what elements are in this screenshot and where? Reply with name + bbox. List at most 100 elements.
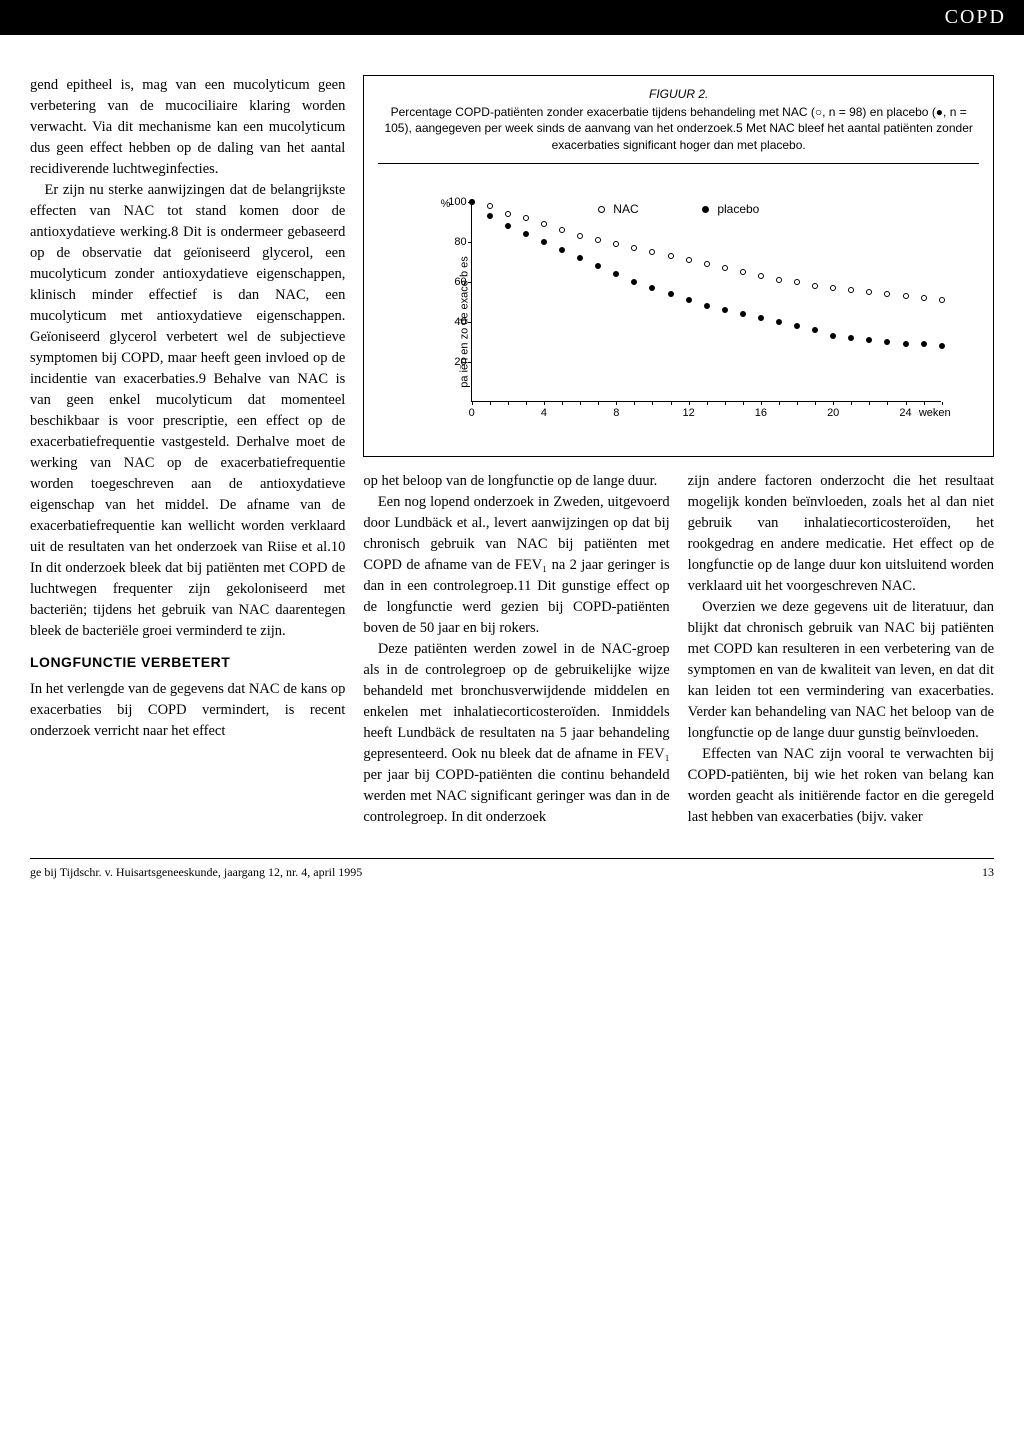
xtick-minor <box>508 402 509 405</box>
column-2: op het beloop van de longfunctie op de l… <box>363 471 669 828</box>
data-point-nac <box>776 277 782 283</box>
page-body: gend epitheel is, mag van een mucolyticu… <box>0 35 1024 900</box>
xtick-minor <box>725 402 726 405</box>
column-1: gend epitheel is, mag van een mucolyticu… <box>30 75 345 828</box>
data-point-nac <box>595 237 601 243</box>
ytick-mark <box>468 242 472 243</box>
xtick-minor <box>652 402 653 405</box>
c3-p2: Overzien we deze gegevens uit de literat… <box>688 597 994 744</box>
xtick-minor <box>887 402 888 405</box>
data-point-placebo <box>830 333 836 339</box>
xtick-minor <box>544 402 545 405</box>
data-point-placebo <box>776 319 782 325</box>
data-point-nac <box>848 287 854 293</box>
footer-journal: ge bij Tijdschr. v. Huisartsgeneeskunde,… <box>30 865 362 880</box>
data-point-placebo <box>595 263 601 269</box>
xtick-minor <box>743 402 744 405</box>
data-point-nac <box>903 293 909 299</box>
data-point-nac <box>487 203 493 209</box>
subhead-longfunctie: LONGFUNCTIE VERBETERT <box>30 652 345 672</box>
xtick-minor <box>779 402 780 405</box>
data-point-nac <box>649 249 655 255</box>
ytick-label: 40 <box>442 316 467 328</box>
xtick-minor <box>942 402 943 405</box>
xtick-label: 20 <box>827 407 839 419</box>
data-point-placebo <box>541 239 547 245</box>
c1-p2: Er zijn nu sterke aanwijzingen dat de be… <box>30 180 345 642</box>
xtick-minor <box>490 402 491 405</box>
data-point-placebo <box>921 341 927 347</box>
right-columns: FIGUUR 2. Percentage COPD-patiënten zond… <box>363 75 994 828</box>
xtick-label: 4 <box>541 407 547 419</box>
c1-p3: In het verlengde van de gegevens dat NAC… <box>30 679 345 742</box>
main-columns: gend epitheel is, mag van een mucolyticu… <box>30 75 994 828</box>
data-point-placebo <box>686 297 692 303</box>
ytick-label: 80 <box>442 236 467 248</box>
data-point-placebo <box>939 343 945 349</box>
data-point-placebo <box>469 199 475 205</box>
xtick-minor <box>815 402 816 405</box>
data-point-nac <box>577 233 583 239</box>
column-3: zijn andere factoren onderzocht die het … <box>688 471 994 828</box>
data-point-nac <box>668 253 674 259</box>
xtick-minor <box>671 402 672 405</box>
xtick-minor <box>707 402 708 405</box>
data-point-placebo <box>559 247 565 253</box>
data-point-placebo <box>903 341 909 347</box>
xtick-minor <box>580 402 581 405</box>
data-point-placebo <box>722 307 728 313</box>
data-point-nac <box>505 211 511 217</box>
xtick-minor <box>616 402 617 405</box>
figure-caption-text: Percentage COPD-patiënten zonder exacerb… <box>384 105 972 151</box>
data-point-placebo <box>704 303 710 309</box>
figure-title: FIGUUR 2. <box>378 86 979 102</box>
footer-page-number: 13 <box>982 865 994 880</box>
page-footer: ge bij Tijdschr. v. Huisartsgeneeskunde,… <box>30 858 994 880</box>
chart-wrap: % pa iën en zo de exace b es 20406080100… <box>378 163 979 442</box>
header-bar: COPD <box>0 0 1024 35</box>
data-point-nac <box>686 257 692 263</box>
ytick-mark <box>468 282 472 283</box>
c2-p1: op het beloop van de longfunctie op de l… <box>363 471 669 492</box>
xtick-label: 16 <box>755 407 767 419</box>
ytick-mark <box>468 322 472 323</box>
xtick-minor <box>761 402 762 405</box>
c3-p3: Effecten van NAC zijn vooral te verwacht… <box>688 744 994 828</box>
data-point-placebo <box>884 339 890 345</box>
xtick-label: 8 <box>613 407 619 419</box>
ytick-label: 100 <box>442 196 467 208</box>
c2-p2: Een nog lopend onderzoek in Zweden, uitg… <box>363 492 669 639</box>
data-point-nac <box>613 241 619 247</box>
xtick-minor <box>562 402 563 405</box>
right-lower-columns: op het beloop van de longfunctie op de l… <box>363 471 994 828</box>
ytick-label: 20 <box>442 356 467 368</box>
header-title: COPD <box>945 6 1006 28</box>
data-point-nac <box>523 215 529 221</box>
data-point-placebo <box>505 223 511 229</box>
data-point-placebo <box>523 231 529 237</box>
c2-p3: Deze patiënten werden zowel in de NAC-gr… <box>363 639 669 828</box>
data-point-nac <box>631 245 637 251</box>
data-point-nac <box>939 297 945 303</box>
data-point-nac <box>830 285 836 291</box>
x-axis-unit: weken <box>919 407 951 419</box>
xtick-minor <box>472 402 473 405</box>
data-point-nac <box>812 283 818 289</box>
ytick-label: 60 <box>442 276 467 288</box>
xtick-minor <box>634 402 635 405</box>
data-point-nac <box>541 221 547 227</box>
data-point-placebo <box>848 335 854 341</box>
ytick-mark <box>468 362 472 363</box>
xtick-minor <box>526 402 527 405</box>
data-point-placebo <box>668 291 674 297</box>
data-point-nac <box>559 227 565 233</box>
data-point-nac <box>740 269 746 275</box>
figure-caption: FIGUUR 2. Percentage COPD-patiënten zond… <box>378 86 979 153</box>
data-point-placebo <box>613 271 619 277</box>
data-point-placebo <box>812 327 818 333</box>
xtick-label: 0 <box>469 407 475 419</box>
data-point-placebo <box>866 337 872 343</box>
xtick-minor <box>851 402 852 405</box>
chart: % pa iën en zo de exace b es 20406080100… <box>399 202 959 442</box>
data-point-placebo <box>649 285 655 291</box>
